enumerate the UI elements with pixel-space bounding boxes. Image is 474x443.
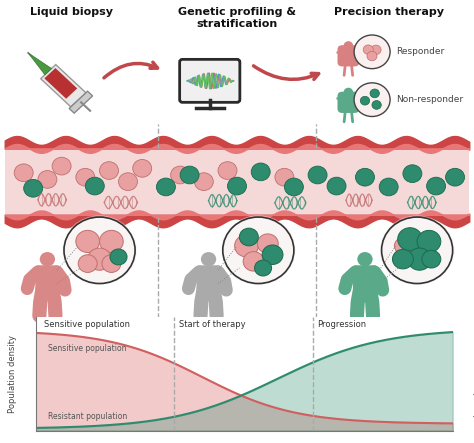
- Circle shape: [194, 173, 213, 190]
- Circle shape: [403, 165, 422, 183]
- Circle shape: [76, 230, 100, 253]
- Text: Tumor volume (mm³): Tumor volume (mm³): [471, 330, 474, 418]
- Circle shape: [354, 83, 390, 117]
- Circle shape: [218, 162, 237, 179]
- Circle shape: [85, 177, 104, 195]
- Circle shape: [223, 217, 294, 284]
- Circle shape: [38, 171, 57, 188]
- FancyBboxPatch shape: [36, 265, 59, 291]
- Circle shape: [308, 166, 327, 184]
- Circle shape: [284, 178, 303, 196]
- Circle shape: [422, 250, 441, 268]
- Polygon shape: [41, 65, 86, 107]
- Circle shape: [40, 252, 55, 266]
- Circle shape: [354, 35, 390, 69]
- Circle shape: [171, 166, 190, 184]
- Circle shape: [102, 255, 121, 272]
- Circle shape: [363, 45, 374, 54]
- Circle shape: [180, 166, 199, 184]
- Text: Genetic profiling &
stratification: Genetic profiling & stratification: [178, 7, 296, 29]
- Circle shape: [408, 248, 431, 270]
- Polygon shape: [28, 53, 52, 75]
- Circle shape: [427, 177, 446, 195]
- Circle shape: [76, 168, 95, 186]
- Circle shape: [367, 51, 377, 61]
- Circle shape: [380, 215, 455, 285]
- Circle shape: [262, 245, 283, 264]
- Circle shape: [243, 252, 264, 271]
- Text: Precision therapy: Precision therapy: [334, 7, 444, 17]
- FancyBboxPatch shape: [197, 265, 220, 291]
- Polygon shape: [69, 91, 92, 113]
- Circle shape: [228, 177, 246, 195]
- Circle shape: [24, 179, 43, 197]
- Text: Responder: Responder: [396, 47, 444, 56]
- Circle shape: [14, 164, 33, 182]
- Circle shape: [327, 177, 346, 195]
- Polygon shape: [45, 68, 77, 99]
- Circle shape: [62, 215, 137, 285]
- Text: Liquid biopsy: Liquid biopsy: [29, 7, 113, 17]
- Circle shape: [156, 178, 175, 196]
- Circle shape: [344, 88, 353, 97]
- Text: Population density: Population density: [8, 334, 17, 413]
- Circle shape: [371, 45, 381, 54]
- FancyBboxPatch shape: [353, 265, 377, 291]
- Circle shape: [398, 228, 422, 251]
- Circle shape: [370, 89, 379, 98]
- Circle shape: [344, 41, 353, 50]
- Circle shape: [357, 252, 373, 266]
- Circle shape: [118, 173, 137, 190]
- Circle shape: [379, 178, 398, 196]
- Circle shape: [201, 252, 216, 266]
- FancyBboxPatch shape: [337, 92, 359, 113]
- Text: Sensitive population: Sensitive population: [44, 320, 130, 329]
- Text: Sensitive population: Sensitive population: [48, 344, 127, 353]
- Circle shape: [356, 168, 374, 186]
- Circle shape: [133, 159, 152, 177]
- Circle shape: [394, 238, 411, 254]
- Text: Start of therapy: Start of therapy: [180, 320, 246, 329]
- Circle shape: [251, 163, 270, 181]
- Circle shape: [221, 215, 296, 285]
- Circle shape: [382, 217, 453, 284]
- Circle shape: [360, 96, 370, 105]
- FancyBboxPatch shape: [337, 45, 359, 66]
- Text: Progression: Progression: [317, 320, 366, 329]
- Circle shape: [64, 217, 135, 284]
- Circle shape: [239, 228, 258, 246]
- Circle shape: [417, 230, 441, 253]
- Text: Non-responder: Non-responder: [396, 95, 463, 104]
- Circle shape: [52, 157, 71, 175]
- Circle shape: [100, 230, 123, 253]
- Circle shape: [235, 235, 258, 257]
- Circle shape: [275, 168, 294, 186]
- Circle shape: [78, 255, 97, 272]
- Circle shape: [100, 162, 118, 179]
- Circle shape: [110, 249, 127, 265]
- Circle shape: [257, 234, 278, 253]
- Circle shape: [88, 248, 111, 270]
- Circle shape: [372, 101, 381, 109]
- Bar: [5, 148, 469, 215]
- FancyBboxPatch shape: [180, 59, 240, 102]
- Circle shape: [255, 260, 272, 276]
- Text: Resistant population: Resistant population: [48, 412, 128, 421]
- Circle shape: [446, 168, 465, 186]
- Circle shape: [392, 249, 413, 269]
